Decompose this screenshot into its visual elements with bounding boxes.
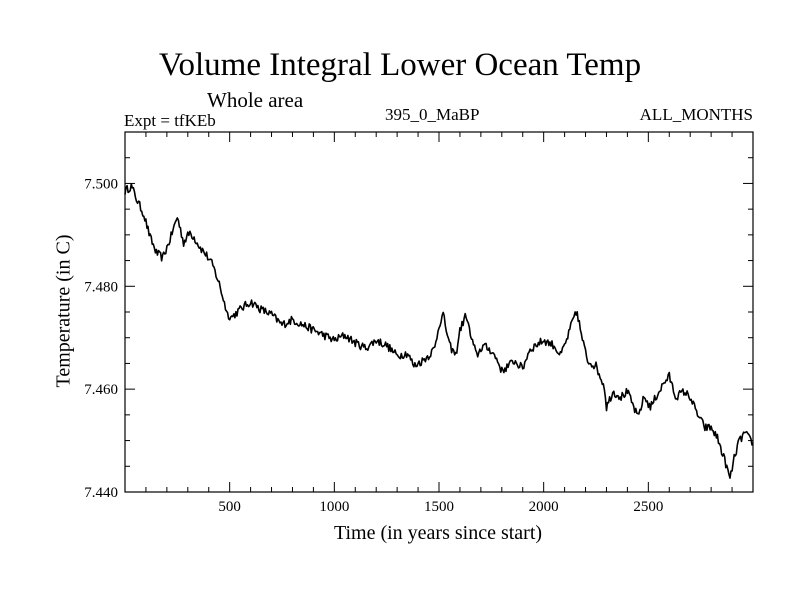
y-tick-label: 7.500	[84, 176, 118, 192]
experiment-label: Expt = tfKEb	[124, 111, 216, 130]
axis-tick-labels: 500 1000 1500 2000 2500 7.440 7.460 7.480 7.500	[84, 176, 663, 515]
chart-title: Volume Integral Lower Ocean Temp	[158, 47, 642, 83]
x-tick-label: 1500	[424, 499, 454, 515]
y-tick-label: 7.440	[84, 485, 118, 501]
x-tick-label: 2000	[529, 499, 559, 515]
months-label: ALL_MONTHS	[639, 105, 753, 124]
x-tick-label: 1000	[319, 499, 349, 515]
plot-frame	[124, 131, 754, 493]
y-tick-label: 7.480	[84, 279, 118, 295]
x-tick-label: 2500	[633, 499, 663, 515]
series-line	[124, 183, 754, 479]
x-axis-label: Time (in years since start)	[333, 522, 543, 544]
run-label: 395_0_MaBP	[385, 105, 480, 124]
axis-ticks	[125, 132, 753, 492]
chart-subtitle: Whole area	[207, 88, 304, 112]
y-tick-label: 7.460	[84, 382, 118, 398]
x-tick-label: 500	[218, 499, 241, 515]
